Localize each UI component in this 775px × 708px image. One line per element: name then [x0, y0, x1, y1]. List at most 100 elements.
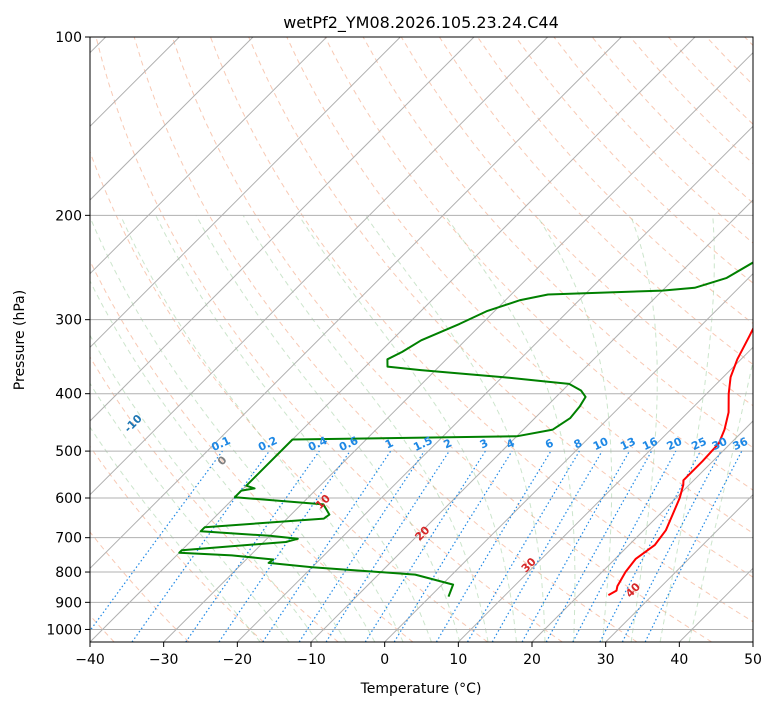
temperature-profile-line: [607, 326, 753, 596]
y-tick-label: 500: [55, 444, 82, 460]
moist-adiabat-line: [155, 215, 432, 642]
y-tick-label: 900: [55, 595, 82, 611]
mixing-ratio-line: [298, 450, 425, 642]
moist-adiabat-line: [688, 358, 753, 642]
x-tick-label: −30: [149, 652, 179, 668]
y-tick-label: 600: [55, 491, 82, 507]
background-lines: [90, 37, 753, 642]
moist-adiabat-line: [90, 334, 319, 642]
dry-adiabat-line: [706, 37, 753, 86]
moist-adiabat-line: [195, 215, 461, 642]
x-axis-label: Temperature (°C): [360, 681, 482, 697]
isotherm-line: [752, 641, 753, 642]
mixing-ratio-label: 10: [591, 435, 611, 453]
mixing-ratio-line: [393, 450, 513, 642]
dry-adiabat-line: [515, 37, 753, 284]
isotherm-line: [90, 37, 622, 570]
mixing-ratio-line: [185, 450, 320, 642]
moist-adiabat-line: [90, 279, 347, 642]
isotherm-line: [90, 37, 254, 201]
y-axis-label: Pressure (hPa): [12, 290, 28, 390]
x-tick-label: −20: [223, 652, 253, 668]
dry-adiabat-label: 40: [623, 580, 643, 600]
chart-title: wetPf2_YM08.2026.105.23.24.C44: [283, 13, 559, 33]
x-tick-label: 30: [597, 652, 615, 668]
isotherm-line: [310, 199, 753, 642]
dry-adiabat-line: [438, 37, 753, 366]
moist-adiabat-line: [364, 215, 546, 642]
y-tick-label: 800: [55, 565, 82, 581]
x-tick-label: −10: [296, 652, 326, 668]
mixing-ratio-line: [644, 450, 743, 642]
mixing-ratio-label: 36: [731, 435, 751, 453]
axes: −40 −30 −20 −10 0 10 20 30 40 5010009008007006005…: [46, 30, 762, 668]
isotherm-line: [678, 567, 753, 642]
isotherm-line: [457, 346, 753, 642]
mixing-ratio-line: [325, 450, 450, 642]
moist-adiabat-line: [242, 215, 489, 642]
mixing-ratio-label: 25: [689, 435, 708, 453]
isotherm-line: [531, 420, 753, 642]
mixing-ratio-line: [572, 450, 677, 642]
dry-adiabat-line: [744, 37, 753, 47]
mixing-ratio-label: 16: [640, 435, 660, 453]
isotherm-line: [384, 272, 753, 642]
y-tick-label: 1000: [46, 622, 82, 638]
mixing-ratio-label: 13: [618, 435, 637, 453]
mixing-ratio-line: [131, 450, 270, 642]
dry-adiabat-line: [210, 37, 753, 623]
mixing-ratio-label: 30: [710, 435, 730, 453]
moist-adiabat-line: [90, 426, 261, 642]
y-tick-label: 200: [55, 208, 82, 224]
x-tick-label: 40: [670, 652, 688, 668]
x-tick-label: 20: [523, 652, 541, 668]
x-tick-label: 10: [449, 652, 467, 668]
dry-adiabat-line: [133, 37, 638, 642]
y-tick-label: 300: [55, 313, 82, 329]
y-tick-label: 700: [55, 531, 82, 547]
plot-frame: [89, 36, 754, 643]
moist-adiabat-line: [90, 382, 290, 642]
mixing-ratio-line: [218, 450, 351, 642]
isotherm-line: [90, 37, 549, 496]
mixing-ratio-label: 3: [478, 436, 490, 451]
dry-adiabat-line: [477, 37, 753, 325]
moist-adiabat-line: [630, 215, 658, 642]
mixing-ratio-line: [521, 450, 631, 642]
mixing-ratio-line: [599, 450, 702, 642]
dry-adiabat-label: 20: [412, 523, 432, 543]
dry-adiabat-line: [90, 356, 339, 642]
x-tick-label: −40: [75, 652, 105, 668]
dry-adiabat-line: [248, 37, 753, 578]
dry-adiabat-line: [90, 445, 264, 642]
dry-adiabat-line: [90, 259, 414, 642]
series-layer: [178, 261, 753, 597]
dewpoint-profile-line: [178, 261, 753, 597]
y-tick-label: 100: [55, 30, 82, 46]
y-tick-label: 400: [55, 387, 82, 403]
moist-adiabat-line: [536, 215, 613, 642]
dry-adiabat-line: [553, 37, 753, 244]
dry-adiabat-line: [668, 37, 753, 125]
mixing-ratio-line: [90, 450, 223, 632]
moist-adiabat-line: [298, 215, 517, 642]
mixing-ratio-line: [262, 450, 392, 642]
mixing-ratio-line: [435, 450, 552, 642]
isotherm-line: [90, 37, 401, 349]
dry-adiabat-line: [171, 37, 712, 642]
x-tick-label: 50: [744, 652, 762, 668]
moist-adiabat-line: [120, 215, 404, 642]
isotherm-line: [90, 37, 328, 275]
isotherm-line: [90, 37, 696, 642]
isotherm-line: [90, 37, 475, 422]
dry-adiabat-line: [90, 531, 190, 642]
mixing-ratio-label: 4: [504, 436, 517, 451]
dry-adiabat-label: 0: [215, 453, 230, 468]
dry-adiabat-line: [95, 37, 563, 642]
x-tick-label: 0: [380, 652, 389, 668]
mixing-ratio-label: 2: [442, 436, 454, 451]
mixing-ratio-line: [545, 450, 653, 642]
dry-adiabat-label: -10: [122, 412, 145, 435]
dry-adiabat-line: [400, 37, 753, 407]
